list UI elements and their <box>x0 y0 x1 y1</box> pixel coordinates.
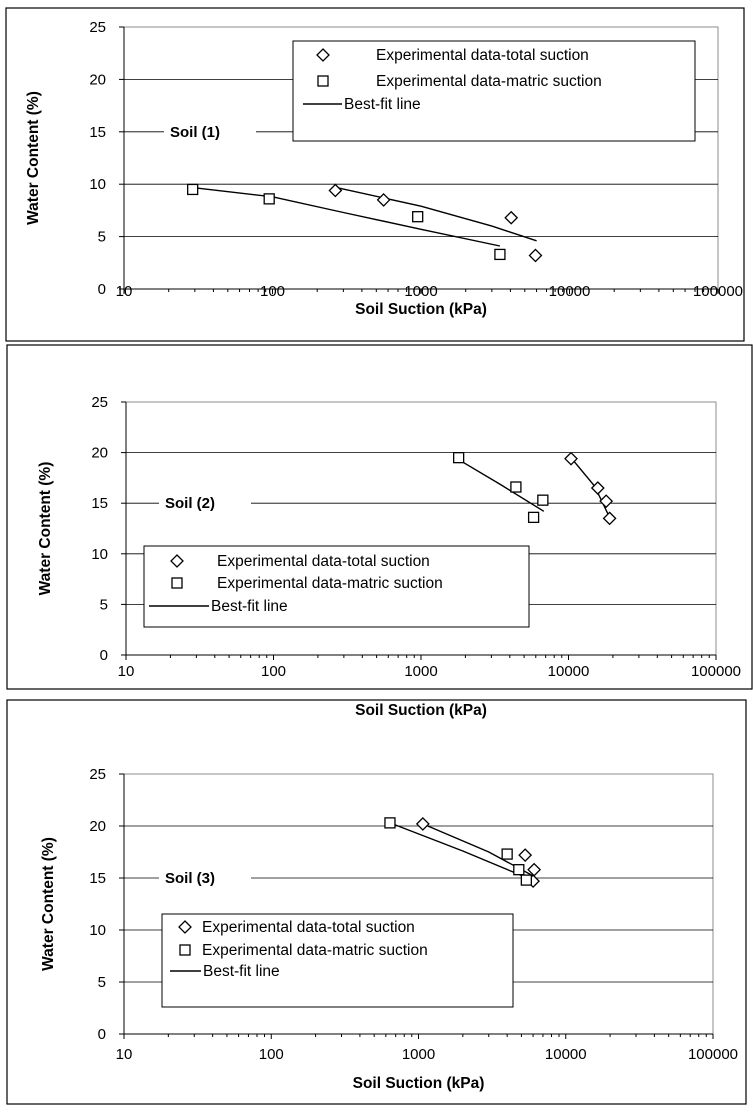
legend-box <box>143 545 530 628</box>
soil-label: Soil (3) <box>165 870 215 887</box>
y-tick-label: 25 <box>89 766 106 783</box>
y-axis-label: Water Content (%) <box>25 91 42 225</box>
x-tick-label: 100 <box>260 283 285 300</box>
legend-diamond-swatch <box>178 920 192 934</box>
legend: Experimental data-total suction Experimen… <box>143 545 530 628</box>
legend-box <box>292 40 696 142</box>
y-tick-label: 10 <box>89 922 106 939</box>
matric-suction-point <box>412 211 424 223</box>
total-suction-point <box>564 451 578 466</box>
legend-diamond-swatch <box>170 554 184 568</box>
legend-square-swatch <box>171 577 183 589</box>
x-tick-label: 10 <box>118 663 135 680</box>
total-suction-point <box>504 210 519 225</box>
y-tick-label: 15 <box>89 870 106 887</box>
matric-suction-point <box>520 874 532 886</box>
y-tick-label: 25 <box>89 19 106 36</box>
total-suction-point <box>590 481 605 495</box>
x-tick-label: 10 <box>116 1046 133 1063</box>
x-tick-label: 10000 <box>548 663 590 680</box>
x-tick-label: 100 <box>261 663 286 680</box>
legend: Experimental data-total suction Experimen… <box>161 913 514 1008</box>
legend-diamond-swatch <box>316 48 330 62</box>
x-tick-label: 100000 <box>693 283 743 300</box>
soil-label-background <box>159 492 251 515</box>
x-axis-label: Soil Suction (kPa) <box>355 702 487 719</box>
x-axis-label: Soil Suction (kPa) <box>353 1075 485 1092</box>
legend-label: Experimental data-matric suction <box>217 575 443 592</box>
y-tick-label: 5 <box>100 596 108 613</box>
chart-panel-2: 0 5 10 15 20 25 10 100 1000 10000 100000 Soil Sucti… <box>6 344 753 719</box>
total-suction-point <box>415 817 430 831</box>
y-tick-label: 25 <box>91 394 108 411</box>
total-suction-point <box>328 183 343 198</box>
legend-label: Experimental data-total suction <box>217 553 430 570</box>
legend-label: Experimental data-matric suction <box>202 942 428 959</box>
legend-label: Best-fit line <box>211 598 288 615</box>
x-tick-label: 1000 <box>402 1046 435 1063</box>
x-tick-label: 1000 <box>404 283 437 300</box>
matric-suction-point <box>510 481 522 493</box>
legend-label: Best-fit line <box>203 963 280 980</box>
matric-suction-point <box>513 864 525 876</box>
best-fit-line <box>389 822 528 879</box>
soil-label-background <box>164 120 256 143</box>
x-tick-label: 10000 <box>545 1046 587 1063</box>
x-tick-label: 100 <box>259 1046 284 1063</box>
legend-label: Experimental data-total suction <box>202 919 415 936</box>
x-tick-label: 1000 <box>404 663 437 680</box>
y-tick-label: 5 <box>98 229 106 246</box>
matric-suction-point <box>453 452 465 464</box>
y-tick-label: 5 <box>98 974 106 991</box>
panel-frame <box>6 344 753 690</box>
y-tick-label: 10 <box>89 176 106 193</box>
matric-suction-point <box>501 848 513 860</box>
y-axis-label: Water Content (%) <box>37 462 54 596</box>
x-tick-label: 10000 <box>549 283 591 300</box>
soil-label: Soil (2) <box>165 495 215 512</box>
x-tick-label: 100000 <box>691 663 741 680</box>
best-fit-line <box>190 186 501 247</box>
legend-square-swatch <box>179 944 191 956</box>
legend-square-swatch <box>317 75 329 87</box>
y-tick-label: 0 <box>98 281 106 298</box>
y-tick-label: 15 <box>89 124 106 141</box>
y-tick-label: 20 <box>89 71 106 88</box>
y-tick-label: 15 <box>91 495 108 512</box>
legend-label: Experimental data-total suction <box>376 47 589 64</box>
chart-panel-1: 0 5 10 15 20 25 10 100 1000 10000 100000 Soil Sucti… <box>5 7 745 342</box>
total-suction-point <box>602 511 617 526</box>
soil-label-background <box>159 867 251 889</box>
x-tick-label: 100000 <box>688 1046 738 1063</box>
legend-label: Best-fit line <box>344 96 421 113</box>
matric-suction-point <box>527 511 540 524</box>
matric-suction-point <box>537 494 549 506</box>
matric-suction-point <box>494 248 506 261</box>
best-fit-line <box>458 459 545 512</box>
panel-frame <box>6 699 747 1105</box>
y-axis-label: Water Content (%) <box>40 837 57 971</box>
y-tick-label: 0 <box>100 647 108 664</box>
matric-suction-point <box>263 193 275 205</box>
matric-suction-point <box>187 183 199 196</box>
y-tick-label: 20 <box>89 818 106 835</box>
y-tick-label: 10 <box>91 546 108 563</box>
y-tick-label: 0 <box>98 1026 106 1043</box>
legend-label: Experimental data-matric suction <box>376 73 602 90</box>
total-suction-point <box>599 494 614 509</box>
total-suction-point <box>528 248 543 263</box>
legend: Experimental data-total suction Experimen… <box>292 40 696 142</box>
soil-label: Soil (1) <box>170 124 220 141</box>
legend-box <box>161 913 514 1008</box>
total-suction-point <box>376 193 391 207</box>
chart-panel-3: 0 5 10 15 20 25 10 100 1000 10000 100000 Soil Sucti… <box>6 699 747 1105</box>
x-axis-label: Soil Suction (kPa) <box>355 301 487 318</box>
matric-suction-point <box>384 817 396 829</box>
y-tick-label: 20 <box>91 445 108 462</box>
best-fit-line <box>335 186 537 242</box>
panel-frame <box>5 7 745 342</box>
total-suction-point <box>518 848 533 863</box>
x-tick-label: 10 <box>116 283 133 300</box>
